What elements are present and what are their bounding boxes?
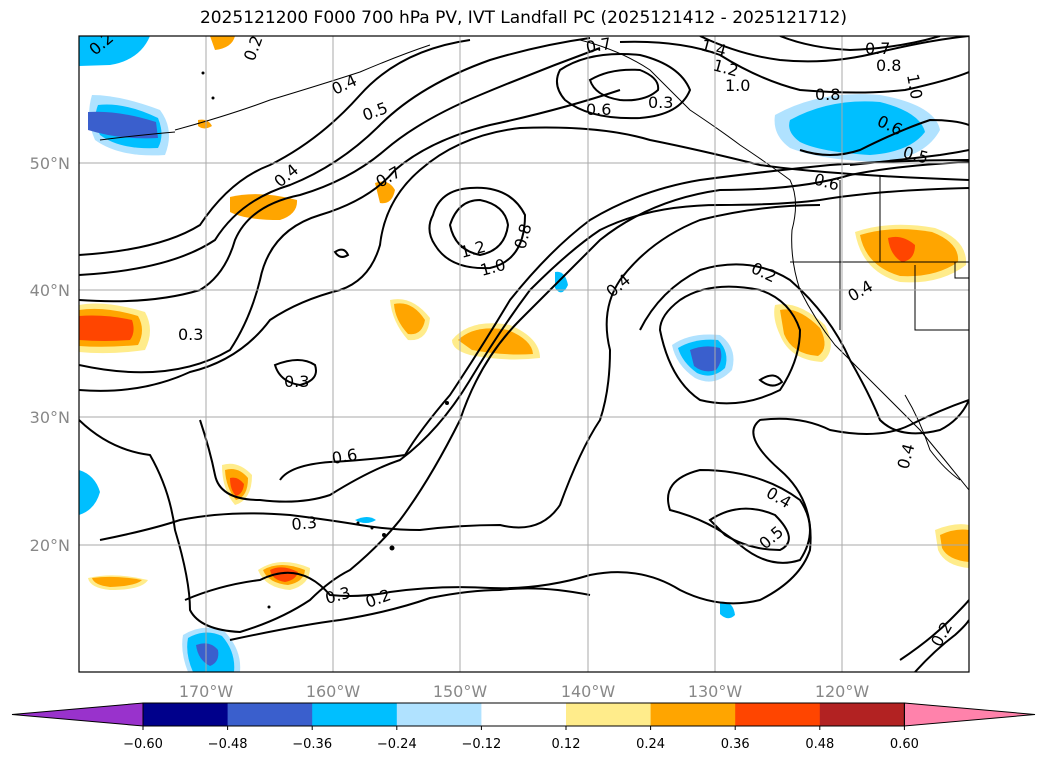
contour-label: 0.8 — [815, 85, 840, 104]
colorbar-extend-low — [11, 702, 144, 727]
colorbar-tick-label: 0.12 — [552, 737, 581, 752]
lat-tick-label: 20°N — [30, 536, 70, 555]
colorbar-tick-label: 0.36 — [721, 737, 750, 752]
colorbar-tick-label: 0.60 — [890, 737, 919, 752]
colorbar-tick-label: −0.24 — [377, 737, 417, 752]
colorbar-bin — [396, 703, 482, 726]
shading-positive — [79, 36, 969, 590]
graticule — [79, 36, 969, 672]
lon-tick-label: 150°W — [433, 682, 488, 701]
colorbar-tick-label: −0.48 — [208, 737, 248, 752]
colorbar-bin — [312, 703, 398, 726]
lat-tick-label: 30°N — [30, 408, 70, 427]
contour-label: 0.3 — [178, 325, 203, 344]
colorbar-frame — [142, 702, 905, 727]
contour-label: 0.7 — [584, 34, 612, 57]
contour-label: 1.0 — [903, 72, 926, 100]
colorbar-tick-label: 0.48 — [805, 737, 834, 752]
lat-tick-label: 50°N — [30, 154, 70, 173]
colorbar-tick-label: 0.24 — [636, 737, 665, 752]
contour-label: 1.0 — [725, 76, 750, 95]
contour-label: 0.7 — [865, 39, 890, 58]
colorbar-tick-label: −0.12 — [461, 737, 501, 752]
shading-negative — [79, 36, 940, 672]
colorbar-extend-high — [903, 702, 1036, 727]
coastlines — [99, 39, 969, 491]
colorbar-bin — [143, 703, 229, 726]
contour-label: 0.8 — [876, 56, 901, 75]
plot-frame — [78, 35, 970, 673]
colorbar-bin — [819, 703, 905, 726]
lon-tick-label: 130°W — [688, 682, 743, 701]
colorbar-bin — [650, 703, 736, 726]
lat-tick-labels: 50°N 40°N 30°N 20°N — [30, 154, 70, 555]
contour-label: 0.6 — [330, 445, 358, 468]
lat-tick-label: 40°N — [30, 281, 70, 300]
contour-label: 0.3 — [284, 372, 309, 391]
islands — [201, 71, 449, 609]
lon-tick-label: 120°W — [815, 682, 870, 701]
colorbar-tick-label: −0.36 — [292, 737, 332, 752]
map-title: 2025121200 F000 700 hPa PV, IVT Landfall… — [199, 8, 847, 28]
pv-contours — [79, 36, 969, 672]
colorbar-bin — [227, 703, 313, 726]
lon-tick-label: 170°W — [179, 682, 234, 701]
colorbar-bin — [735, 703, 821, 726]
lon-tick-label: 140°W — [561, 682, 616, 701]
contour-label: 0.6 — [586, 100, 611, 119]
colorbar-bin — [481, 703, 567, 726]
colorbar-bin — [566, 703, 652, 726]
colorbar-tick-label: −0.60 — [123, 737, 163, 752]
contour-label: 0.3 — [648, 93, 673, 112]
lon-tick-labels: 170°W 160°W 150°W 140°W 130°W 120°W — [179, 682, 870, 701]
lon-tick-label: 160°W — [306, 682, 361, 701]
contour-label: 0.3 — [291, 513, 318, 534]
colorbar: −0.60 −0.48 −0.36 −0.24 −0.12 0.12 0.24 0.36 0.4… — [11, 702, 1036, 752]
